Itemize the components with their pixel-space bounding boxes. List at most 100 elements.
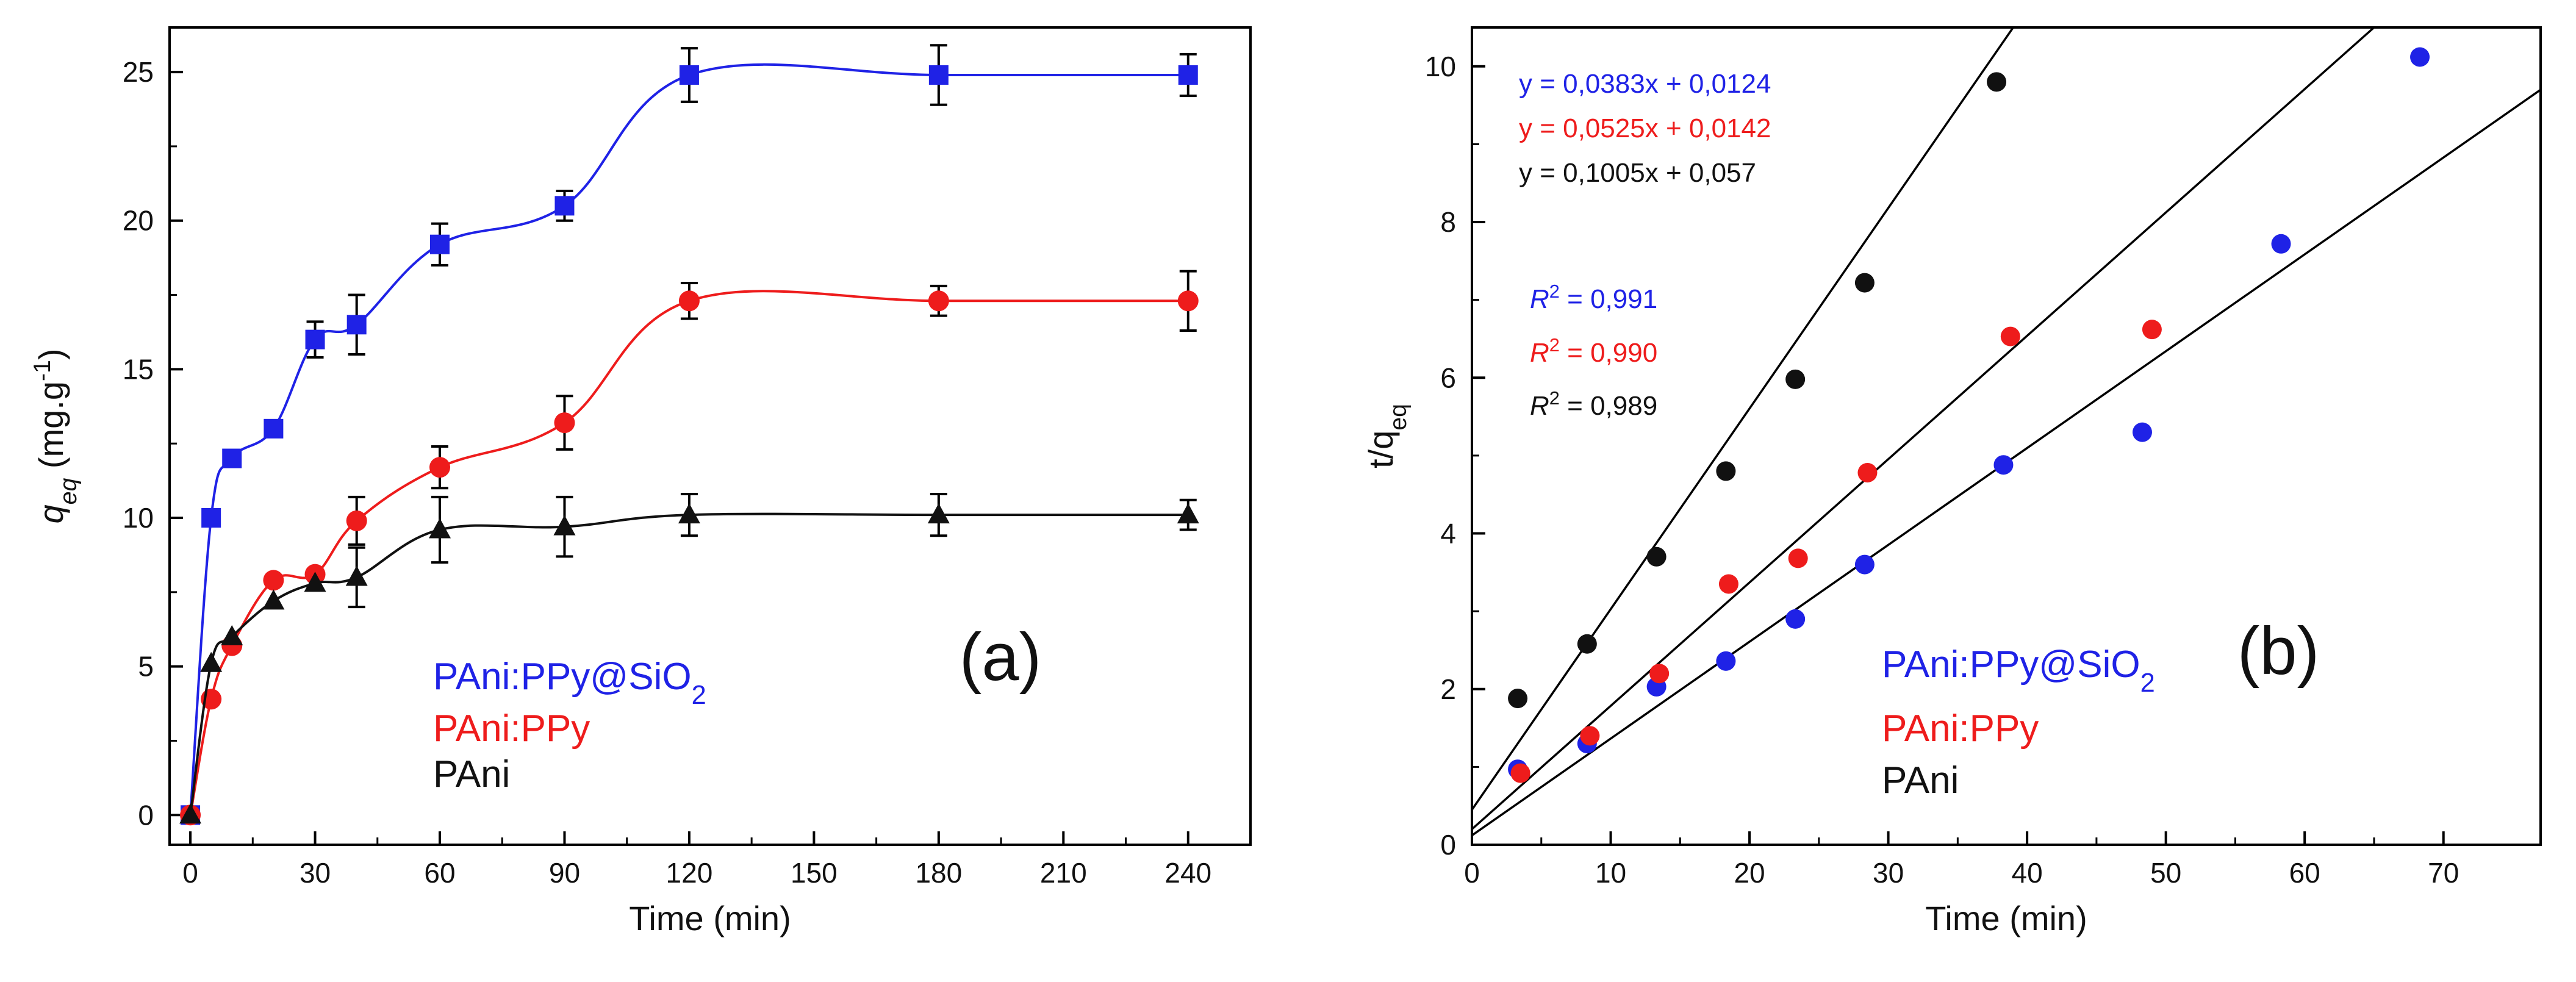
panel-b-legend-entry-text: PAni [1882, 759, 1959, 801]
panel-a-plot-frame [168, 26, 1252, 846]
panel-b-data-point [1854, 554, 1875, 575]
panel-b-legend-entry-text: PAni:PPy@SiO [1882, 643, 2140, 686]
panel-b-data-point [1649, 664, 1670, 684]
panel-a: 0 30 60 90 120 150 180 210 240 0 5 10 15 20 25 Time (mi… [29, 26, 1252, 937]
r-squared-exponent: 2 [1549, 281, 1560, 302]
panel-a-data-point [1177, 290, 1199, 312]
panel-a-series-blue [181, 44, 1198, 825]
r-squared-value: = 0,989 [1560, 391, 1657, 421]
panel-b-fit-equation: y = 0,0383x + 0,0124 [1519, 69, 1771, 99]
r-squared-value: = 0,990 [1560, 338, 1657, 368]
panel-b-x-axis-label: Time (min) [1925, 899, 2087, 937]
panel-a-x-tick-label: 90 [549, 857, 580, 889]
panel-b-series-black [1508, 72, 2007, 709]
panel-b-x-tick-label: 60 [2289, 857, 2320, 889]
panel-b-data-point [1510, 763, 1530, 783]
panel-a-x-tick-label: 180 [915, 857, 962, 889]
panel-b-legend-entry: PAni:PPy@SiO2 [1882, 643, 2155, 698]
panel-a-data-point [1178, 65, 1198, 85]
panel-b-data-point [1788, 548, 1808, 568]
panel-a-y-axis-label: qeq (mg.g-1) [29, 349, 82, 524]
panel-b-legend-entry: PAni [1882, 759, 1959, 801]
panel-b-legend-entry-subscript: 2 [2140, 668, 2155, 698]
panel-b-data-point [1987, 72, 2007, 92]
panel-a-legend-entry: PAni:PPy@SiO2 [433, 656, 706, 710]
panel-a-y-label-part: (mg.g [32, 381, 70, 478]
panel-a-y-tick-label: 5 [138, 651, 154, 683]
panel-a-x-tick-label: 60 [424, 857, 455, 889]
panel-a-x-tick-label: 30 [300, 857, 331, 889]
panel-a-data-point [678, 290, 700, 312]
r-squared-symbol: R [1530, 391, 1549, 421]
panel-a-series-black [179, 493, 1199, 824]
panel-b-y-tick-label: 4 [1440, 518, 1456, 550]
panel-b-x-tick-label: 40 [2012, 857, 2043, 889]
panel-a-data-point [346, 510, 367, 531]
panel-a-data-point [553, 515, 576, 536]
panel-b-data-point [1718, 574, 1738, 594]
panel-b-data-point [1993, 455, 2014, 475]
panel-b-data-point [1577, 634, 1597, 654]
panel-a-data-point [928, 290, 949, 312]
panel-a-data-point [928, 65, 949, 85]
panel-a-data-point [346, 315, 367, 335]
panel-b-legend-entry-text: PAni:PPy [1882, 708, 2039, 750]
panel-a-data-point [430, 234, 450, 254]
panel-a-data-point [221, 625, 243, 645]
panel-b-r-squared: R2 = 0,989 [1530, 387, 1657, 421]
panel-a-y-label-part: q [32, 504, 70, 523]
panel-b-legend-entry: PAni:PPy [1882, 708, 2039, 750]
panel-a-data-point [1177, 503, 1199, 524]
panel-b-data-point [1508, 689, 1528, 709]
panel-b-fit-line [1472, 27, 2014, 811]
panel-b-r-squared: R2 = 0,990 [1530, 334, 1657, 368]
r-squared-exponent: 2 [1549, 334, 1560, 356]
panel-a-legend-entry-text: PAni:PPy [433, 708, 590, 750]
panel-a-data-point [678, 503, 700, 524]
panel-b-data-point [1785, 369, 1806, 389]
panel-b-data-point [1580, 726, 1600, 746]
panel-b-data-point [2271, 234, 2291, 254]
panel-a-y-tick-label: 25 [123, 56, 154, 88]
panel-a-y-tick-label: 20 [123, 205, 154, 237]
panel-a-data-point [554, 412, 575, 434]
panel-a-label: (a) [960, 620, 1041, 695]
panel-b-x-tick-label: 30 [1873, 857, 1904, 889]
panel-a-y-label-part: eq [56, 478, 82, 505]
panel-b-data-point [1646, 547, 1667, 567]
panel-b-data-point [1785, 609, 1806, 629]
panel-b-fit-line [1472, 27, 2375, 830]
panel-b-y-label-part: eq [1385, 404, 1412, 431]
panel-a-x-tick-label: 120 [666, 857, 713, 889]
panel-b-label: (b) [2237, 614, 2319, 689]
panel-b-y-axis-label: t/qeq [1362, 404, 1412, 468]
panel-b-data-point [2132, 422, 2152, 442]
panel-b-data-point [2410, 47, 2430, 67]
panel-b-data-point [1854, 273, 1875, 293]
r-squared-value: = 0,991 [1560, 284, 1657, 314]
panel-a-series-red [180, 270, 1199, 826]
panel-b-fit-equation: y = 0,0525x + 0,0142 [1519, 113, 1771, 143]
panel-a-legend-entry: PAni:PPy [433, 708, 590, 750]
panel-a-legend-entry: PAni [433, 753, 510, 795]
panel-a-data-point [927, 503, 950, 524]
panel-a-x-tick-label: 240 [1164, 857, 1211, 889]
panel-b-x-tick-label: 50 [2150, 857, 2181, 889]
panel-b-x-tick-label: 20 [1734, 857, 1765, 889]
panel-b-y-tick-label: 6 [1440, 362, 1456, 393]
panel-b-x-tick-label: 10 [1595, 857, 1626, 889]
panel-a-data-point [345, 565, 368, 586]
panel-a-data-point [179, 803, 202, 824]
r-squared-symbol: R [1530, 284, 1549, 314]
panel-b-data-point [1857, 462, 1878, 482]
panel-b-x-tick-label: 0 [1464, 857, 1480, 889]
panel-a-data-point [429, 457, 450, 478]
panel-a-data-point [262, 589, 285, 610]
panel-a-data-point [429, 518, 451, 539]
panel-b-data-point [2142, 320, 2162, 340]
panel-a-data-point [554, 196, 575, 216]
panel-a-data-point [201, 508, 221, 528]
r-squared-exponent: 2 [1549, 387, 1560, 409]
panel-a-x-axis-label: Time (min) [629, 899, 791, 937]
